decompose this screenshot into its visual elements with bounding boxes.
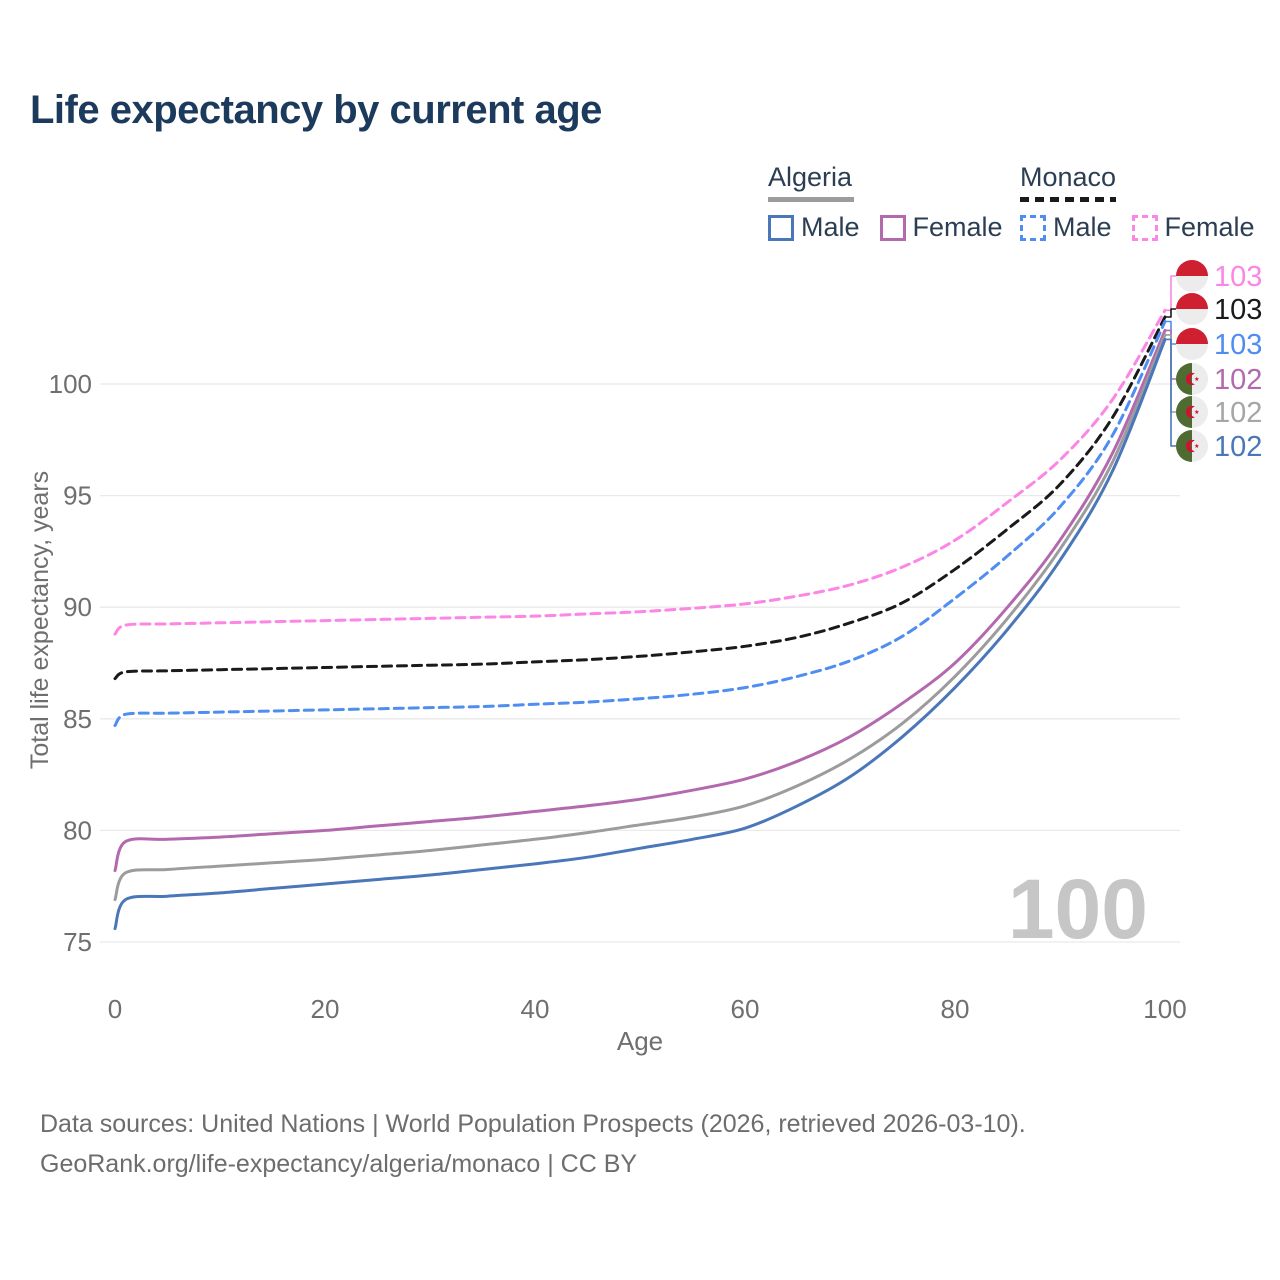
- x-axis-title: Age: [617, 1026, 663, 1056]
- legend-label-algeria-female: Female: [912, 212, 1003, 242]
- x-tick-label: 40: [521, 994, 550, 1024]
- y-tick-label: 75: [63, 927, 92, 957]
- monaco-flag-icon: [1176, 293, 1208, 325]
- series-line-monaco-male: [113, 320, 1167, 727]
- legend-items-monaco: Male Female: [1020, 212, 1255, 243]
- legend-group-algeria: Algeria Male Female: [768, 162, 1003, 243]
- end-value-label-monaco-male: 103: [1214, 329, 1262, 361]
- y-tick-label: 90: [63, 592, 92, 622]
- y-axis-title: Total life expectancy, years: [26, 471, 54, 769]
- x-tick-label: 100: [1143, 994, 1186, 1024]
- data-sources-text: Data sources: United Nations | World Pop…: [40, 1110, 1026, 1138]
- series-line-algeria-female: [113, 328, 1167, 873]
- page-title: Life expectancy by current age: [30, 88, 602, 132]
- legend-label-algeria-male: Male: [801, 212, 860, 242]
- end-value-label-algeria-both-sexes: 102: [1214, 397, 1262, 429]
- legend-item-monaco-male: Male: [1020, 212, 1112, 243]
- algeria-flag-icon: [1176, 363, 1208, 395]
- monaco-male-swatch-icon: [1020, 214, 1046, 241]
- source-link[interactable]: GeoRank.org/life-expectancy/algeria/mona…: [40, 1150, 638, 1178]
- legend-label-monaco-female: Female: [1164, 212, 1255, 242]
- legend-country-monaco: Monaco: [1020, 162, 1117, 192]
- series-line-monaco-both-sexes: [113, 315, 1167, 681]
- end-value-label-algeria-female: 102: [1214, 364, 1262, 396]
- y-tick-label: 95: [63, 481, 92, 511]
- series-line-algeria-both-sexes: [113, 333, 1167, 902]
- end-value-label-monaco-both-sexes: 103: [1214, 294, 1262, 326]
- hover-age-indicator: 100: [1008, 862, 1148, 956]
- monaco-line-sample-icon: [1020, 197, 1116, 202]
- algeria-line-sample-icon: [768, 197, 854, 202]
- algeria-flag-icon: [1176, 396, 1208, 428]
- x-tick-label: 60: [731, 994, 760, 1024]
- legend-country-algeria: Algeria: [768, 162, 853, 192]
- y-tick-label: 80: [63, 815, 92, 845]
- legend-group-monaco: Monaco Male Female: [1020, 162, 1255, 243]
- legend-item-monaco-female: Female: [1131, 212, 1255, 243]
- x-tick-label: 80: [941, 994, 970, 1024]
- label-connector-algeria-male: [1165, 338, 1176, 447]
- footer: Data sources: United Nations | World Pop…: [40, 1104, 1026, 1184]
- legend-item-algeria-male: Male: [768, 212, 860, 243]
- monaco-flag-icon: [1176, 260, 1208, 292]
- monaco-flag-icon: [1176, 328, 1208, 360]
- label-connector-monaco-both-sexes: [1165, 308, 1176, 318]
- series-line-monaco-female: [113, 308, 1167, 636]
- x-tick-label: 20: [311, 994, 340, 1024]
- legend-items-algeria: Male Female: [768, 212, 1003, 243]
- legend-label-monaco-male: Male: [1053, 212, 1112, 242]
- label-connector-monaco-female: [1165, 275, 1176, 312]
- x-tick-label: 0: [108, 994, 122, 1024]
- y-tick-label: 100: [49, 369, 92, 399]
- series-line-algeria-male: [113, 337, 1167, 931]
- end-value-label-algeria-male: 102: [1214, 431, 1262, 463]
- y-tick-label: 85: [63, 704, 92, 734]
- algeria-female-swatch-icon: [879, 214, 906, 241]
- monaco-female-swatch-icon: [1131, 214, 1158, 241]
- end-value-label-monaco-female: 103: [1214, 261, 1262, 293]
- algeria-flag-icon: [1176, 430, 1208, 462]
- legend-item-algeria-female: Female: [879, 212, 1003, 243]
- algeria-male-swatch-icon: [768, 214, 794, 241]
